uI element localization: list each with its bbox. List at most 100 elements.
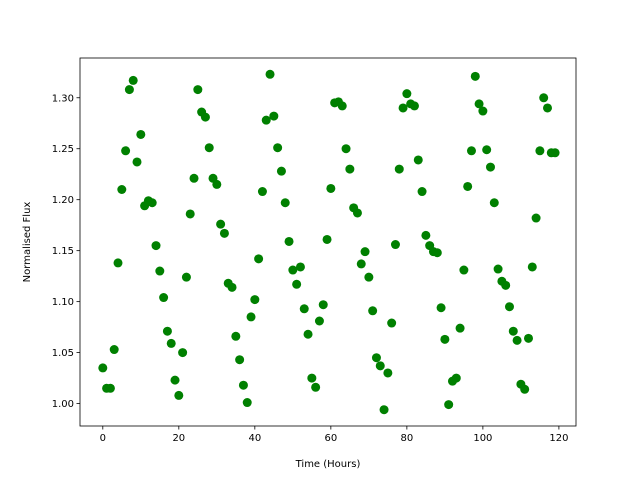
y-tick-label: 1.10	[52, 297, 74, 308]
point	[527, 262, 537, 272]
point	[292, 279, 302, 289]
x-tick-label: 0	[100, 433, 106, 444]
point	[341, 144, 351, 154]
x-axis-label: Time (Hours)	[295, 459, 361, 470]
point	[273, 143, 283, 153]
point	[284, 236, 294, 246]
point	[219, 228, 229, 238]
point	[121, 146, 131, 156]
point	[345, 164, 355, 174]
point	[178, 348, 188, 358]
point	[520, 384, 530, 394]
point	[318, 300, 328, 310]
point	[128, 75, 138, 85]
y-tick-label: 1.30	[52, 93, 74, 104]
point	[356, 259, 366, 269]
point	[535, 146, 545, 156]
point	[227, 282, 237, 292]
point	[280, 198, 290, 208]
point	[451, 373, 461, 383]
point	[189, 173, 199, 183]
point	[508, 326, 518, 336]
point	[174, 390, 184, 400]
point	[352, 208, 362, 218]
y-tick-label: 1.05	[52, 348, 74, 359]
point	[337, 101, 347, 111]
y-tick-label: 1.25	[52, 144, 74, 155]
point	[151, 241, 161, 251]
point	[440, 334, 450, 344]
point	[261, 115, 271, 125]
point	[288, 265, 298, 275]
point	[421, 230, 431, 240]
point	[470, 71, 480, 81]
point	[432, 248, 442, 258]
point	[402, 89, 412, 99]
plot-frame	[79, 57, 577, 427]
point	[459, 265, 469, 275]
point	[364, 272, 374, 282]
x-tick-label: 60	[324, 433, 337, 444]
point	[170, 375, 180, 385]
point	[478, 106, 488, 116]
point	[235, 355, 245, 365]
point	[212, 179, 222, 189]
point	[113, 258, 123, 268]
point	[455, 323, 465, 333]
point	[185, 209, 195, 219]
point	[132, 157, 142, 167]
point	[311, 382, 321, 392]
point	[375, 361, 385, 371]
point	[307, 373, 317, 383]
point	[466, 146, 476, 156]
point	[463, 181, 473, 191]
point	[193, 85, 203, 95]
point	[257, 187, 267, 197]
point	[246, 312, 256, 322]
point	[98, 363, 108, 373]
point	[303, 329, 313, 339]
y-axis-label: Normalised Flux	[22, 202, 33, 283]
point	[204, 143, 214, 153]
point	[390, 240, 400, 250]
point	[265, 69, 275, 79]
y-tick-label: 1.00	[52, 399, 74, 410]
point	[162, 326, 172, 336]
point	[368, 306, 378, 316]
point	[147, 198, 157, 208]
point	[159, 293, 169, 303]
point	[501, 280, 511, 290]
point	[394, 164, 404, 174]
point	[371, 353, 381, 363]
point	[136, 129, 146, 139]
point	[276, 166, 286, 176]
point	[512, 335, 522, 345]
point	[238, 380, 248, 390]
point	[254, 254, 264, 264]
point	[105, 383, 115, 393]
y-tick-label: 1.15	[52, 246, 74, 257]
point	[539, 93, 549, 103]
point	[109, 345, 119, 355]
point	[542, 103, 552, 113]
x-tick-label: 20	[172, 433, 185, 444]
point	[413, 155, 423, 165]
point	[482, 145, 492, 155]
x-tick-label: 120	[549, 433, 568, 444]
point	[181, 272, 191, 282]
point	[242, 398, 252, 408]
point	[326, 183, 336, 193]
point	[117, 185, 127, 195]
point	[493, 264, 503, 274]
point	[417, 187, 427, 197]
point	[360, 247, 370, 257]
x-tick-label: 40	[248, 433, 261, 444]
x-tick-label: 80	[400, 433, 413, 444]
point	[216, 219, 226, 229]
point	[485, 162, 495, 172]
point	[250, 295, 260, 305]
x-tick-label: 100	[473, 433, 492, 444]
point	[155, 266, 165, 276]
